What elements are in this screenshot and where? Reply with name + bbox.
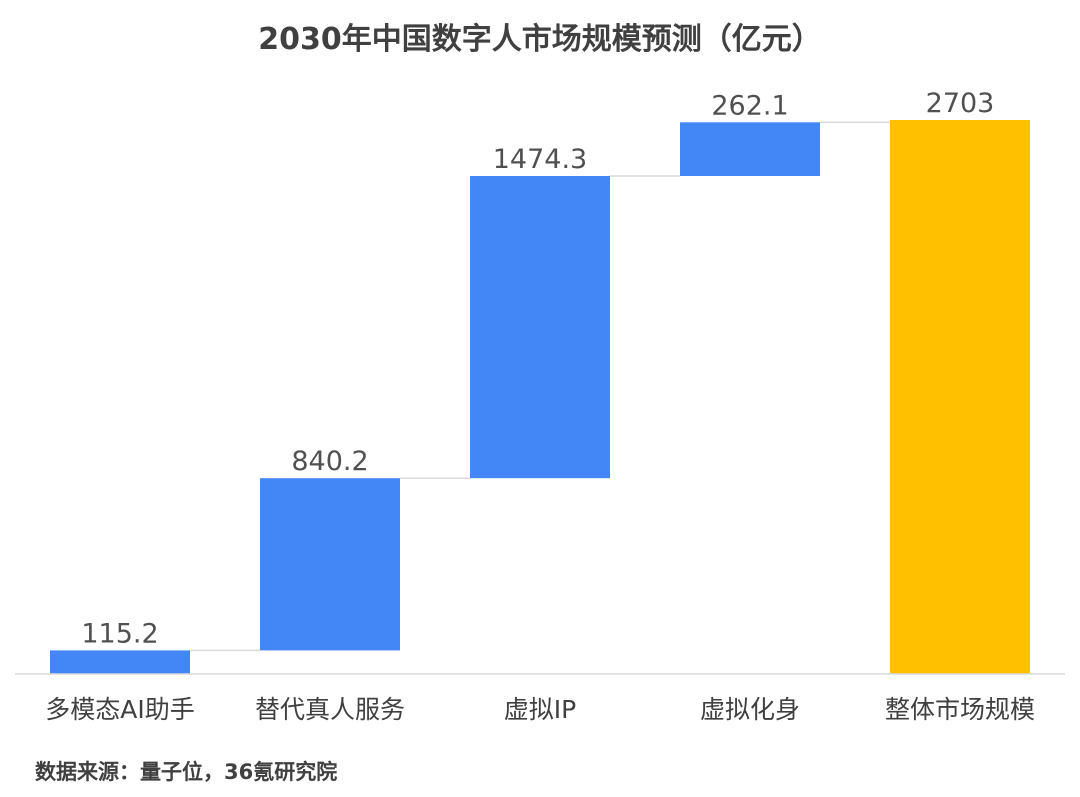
chart-title: 2030年中国数字人市场规模预测（亿元） (258, 22, 822, 57)
data-label-5: 2703 (926, 88, 995, 119)
data-label-4: 262.1 (711, 90, 788, 121)
source-note: 数据来源：量子位，36氪研究院 (35, 760, 338, 784)
bar-3 (470, 176, 610, 479)
bar-5 (890, 120, 1030, 674)
bar-2 (260, 478, 400, 651)
category-label-1: 多模态AI助手 (45, 695, 194, 724)
bar-1 (50, 650, 190, 674)
category-label-3: 虚拟IP (504, 695, 576, 724)
category-label-5: 整体市场规模 (885, 695, 1035, 724)
bar-4 (680, 122, 820, 177)
category-label-2: 替代真人服务 (255, 695, 405, 724)
data-label-1: 115.2 (81, 618, 158, 649)
data-label-2: 840.2 (291, 446, 368, 477)
category-label-4: 虚拟化身 (700, 695, 800, 724)
data-label-3: 1474.3 (493, 144, 587, 175)
